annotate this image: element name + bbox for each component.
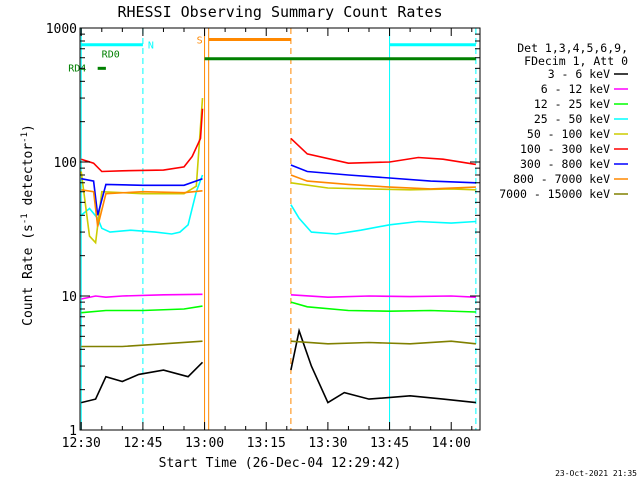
legend-label-1: 6 - 12 keV bbox=[541, 82, 610, 96]
x-tick-label-6: 14:00 bbox=[432, 436, 471, 451]
series-line-2-0 bbox=[81, 305, 203, 314]
x-axis-label: Start Time (26-Dec-04 12:29:42) bbox=[159, 456, 402, 471]
legend-label-8: 7000 - 15000 keV bbox=[499, 187, 610, 201]
legend-label-4: 50 - 100 keV bbox=[527, 127, 610, 141]
series-line-2-1 bbox=[290, 301, 476, 313]
legend-header-0: Det 1,3,4,5,6,9, bbox=[517, 41, 628, 55]
x-tick-label-2: 13:00 bbox=[185, 436, 224, 451]
x-tick-label-5: 13:45 bbox=[370, 436, 409, 451]
series-line-8-1 bbox=[290, 340, 476, 345]
legend-label-5: 100 - 300 keV bbox=[520, 142, 610, 156]
series-line-8-0 bbox=[81, 340, 203, 348]
y-axis-label: Count Rate (s-1 detector-1) bbox=[20, 124, 36, 326]
interval-rd0-label: RD0 bbox=[102, 50, 120, 61]
y-tick-label-3: 1000 bbox=[46, 22, 77, 37]
interval-n-label: N bbox=[148, 41, 154, 52]
x-tick-label-4: 13:30 bbox=[308, 436, 347, 451]
series-line-5-0 bbox=[80, 108, 204, 173]
legend-label-2: 12 - 25 keV bbox=[534, 97, 610, 111]
series-line-0-0 bbox=[81, 361, 204, 404]
legend-label-6: 300 - 800 keV bbox=[520, 157, 610, 171]
series-line-3-1 bbox=[290, 204, 476, 235]
y-tick-label-1: 10 bbox=[61, 290, 77, 305]
series-line-7-1 bbox=[290, 174, 476, 190]
timestamp: 23-Oct-2021 21:35 bbox=[555, 469, 637, 478]
series-line-1-1 bbox=[290, 294, 476, 299]
legend-label-0: 3 - 6 keV bbox=[548, 67, 610, 81]
series-line-4-1 bbox=[290, 182, 476, 191]
series-line-6-0 bbox=[81, 177, 203, 216]
interval-s-label: S bbox=[197, 36, 203, 47]
legend-label-3: 25 - 50 keV bbox=[534, 112, 610, 126]
series-line-7-0 bbox=[81, 189, 203, 227]
x-tick-label-1: 12:45 bbox=[123, 436, 162, 451]
series-line-3-0 bbox=[80, 174, 204, 235]
chart-title: RHESSI Observing Summary Count Rates bbox=[117, 3, 442, 21]
series-line-6-1 bbox=[290, 164, 476, 184]
series-line-1-0 bbox=[81, 293, 203, 300]
y-tick-label-2: 100 bbox=[54, 156, 77, 171]
plot-area: N S RD0 RD4 12:30 12:45 13:00 13:15 13:30 13:45 14… bbox=[46, 22, 481, 451]
x-tick-label-3: 13:15 bbox=[247, 436, 286, 451]
x-tick-label-0: 12:30 bbox=[62, 436, 101, 451]
legend: Det 1,3,4,5,6,9,FDecim 1, Att 03 - 6 keV… bbox=[499, 41, 628, 201]
plot-frame bbox=[79, 27, 481, 431]
series-line-5-1 bbox=[290, 137, 477, 166]
legend-header-1: FDecim 1, Att 0 bbox=[524, 54, 628, 68]
legend-label-7: 800 - 7000 keV bbox=[513, 172, 610, 186]
y-tick-label-0: 1 bbox=[69, 424, 77, 439]
interval-rd4-label: RD4 bbox=[68, 63, 86, 74]
